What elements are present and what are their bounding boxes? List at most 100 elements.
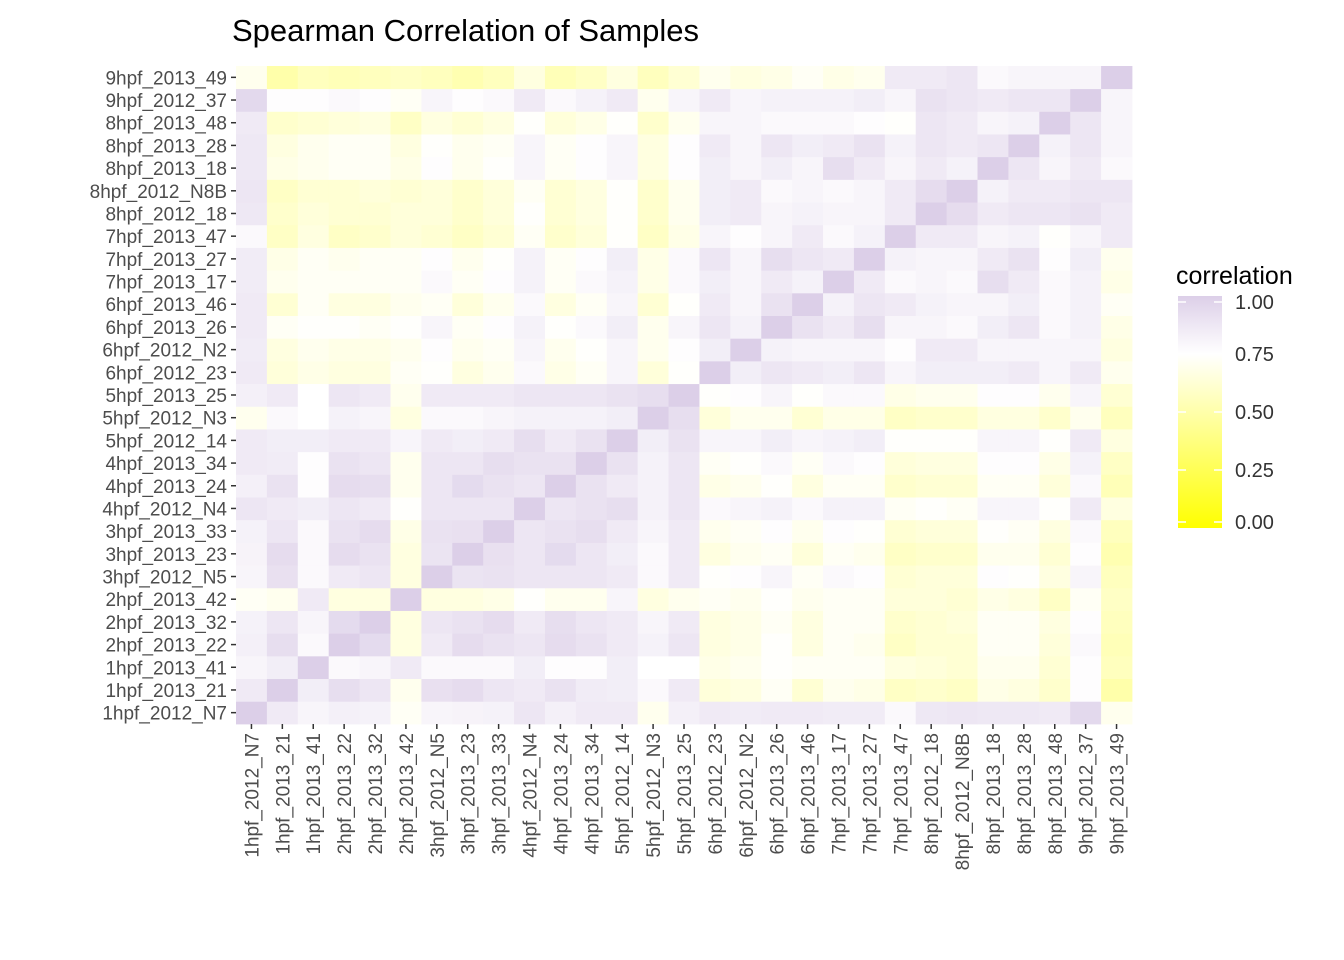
x-tick-label: 5hpf_2012_N3 (644, 733, 665, 858)
heatmap-cell (1008, 156, 1040, 180)
heatmap-cell (483, 247, 515, 271)
heatmap-cell (761, 701, 793, 725)
heatmap-cell (1008, 66, 1040, 90)
x-tick-label: 7hpf_2013_17 (829, 733, 850, 855)
heatmap-cell (421, 497, 453, 521)
heatmap-cell (915, 338, 948, 362)
heatmap-cell (1070, 88, 1102, 112)
heatmap-cell (452, 519, 484, 543)
heatmap-cell (328, 247, 360, 271)
x-tick-label: 9hpf_2013_49 (1108, 733, 1129, 855)
heatmap-cell (421, 678, 453, 702)
heatmap-cell (1101, 66, 1133, 90)
heatmap-cell (483, 202, 515, 226)
heatmap-cell (514, 565, 546, 589)
heatmap-cell (699, 292, 731, 316)
heatmap-cell (730, 360, 762, 385)
heatmap-cell (452, 202, 484, 226)
heatmap-cell (544, 66, 577, 90)
x-tick-label: 3hpf_2012_N5 (428, 733, 449, 858)
heatmap-cell (544, 655, 577, 680)
heatmap-cell (637, 610, 669, 634)
heatmap-cell (575, 202, 608, 226)
heatmap-cell (1008, 202, 1040, 226)
heatmap-cell (637, 406, 669, 430)
heatmap-cell (730, 202, 762, 226)
heatmap-cell (297, 270, 330, 294)
heatmap-cell (452, 247, 484, 271)
x-tick-label: 4hpf_2013_24 (551, 733, 572, 855)
heatmap-cell (606, 66, 639, 90)
heatmap-cell (668, 179, 700, 203)
heatmap-cell (421, 111, 453, 135)
heatmap-cell (483, 542, 515, 566)
heatmap-cell (730, 542, 762, 566)
heatmap-cell (792, 224, 824, 248)
heatmap-cell (915, 587, 948, 611)
heatmap-cell (359, 383, 391, 407)
heatmap-cell (236, 678, 268, 702)
heatmap-cell (853, 179, 886, 203)
heatmap-cell (328, 655, 360, 680)
heatmap-cell (853, 497, 886, 521)
heatmap-cell (390, 451, 422, 475)
y-tick-label: 3hpf_2013_33 (105, 522, 227, 543)
x-tick-label: 6hpf_2012_N2 (737, 733, 758, 858)
heatmap-cell (730, 519, 762, 543)
heatmap-cell (328, 88, 360, 112)
heatmap-cell (328, 429, 360, 453)
heatmap-cell (668, 610, 700, 634)
heatmap-cell (606, 701, 639, 725)
x-tick-label: 2hpf_2013_22 (335, 733, 356, 855)
heatmap-cell (730, 701, 762, 725)
heatmap-cell (452, 406, 484, 430)
heatmap-cell (606, 383, 639, 407)
heatmap-cell (637, 565, 669, 589)
heatmap-cell (915, 315, 948, 339)
heatmap-cell (668, 519, 700, 543)
heatmap-cell (1101, 338, 1133, 362)
heatmap-cell (544, 701, 577, 725)
heatmap-cell (1070, 497, 1102, 521)
heatmap-cell (483, 270, 515, 294)
x-tick-label: 8hpf_2012_N8B (953, 733, 974, 870)
heatmap-cell (483, 474, 515, 498)
heatmap-cell (915, 247, 948, 271)
heatmap-cell (390, 406, 422, 430)
heatmap-cell (483, 587, 515, 611)
heatmap-cell (575, 88, 608, 112)
heatmap-cell (946, 542, 978, 566)
legend-tick-label: 0.75 (1235, 344, 1274, 366)
y-tick-label: 5hpf_2013_25 (105, 386, 227, 407)
heatmap-cell (884, 338, 917, 362)
heatmap-cell (606, 338, 639, 362)
heatmap-cell (236, 655, 268, 680)
heatmap-cell (946, 383, 978, 407)
x-tick-label: 1hpf_2012_N7 (242, 733, 263, 858)
heatmap-cell (977, 451, 1009, 475)
heatmap-cell (328, 360, 360, 385)
heatmap-cell (236, 474, 268, 498)
heatmap-cell (1008, 247, 1040, 271)
heatmap-cell (421, 134, 453, 158)
heatmap-cell (761, 202, 793, 226)
heatmap-cell (606, 292, 639, 316)
x-tick-label: 2hpf_2013_32 (366, 733, 387, 855)
heatmap-cell (359, 542, 391, 566)
heatmap-cell (946, 292, 978, 316)
heatmap-cell (297, 134, 330, 158)
heatmap-cell (575, 678, 608, 702)
heatmap-cell (483, 156, 515, 180)
heatmap-cell (792, 66, 824, 90)
heatmap-cell (1008, 88, 1040, 112)
heatmap-cell (606, 134, 639, 158)
heatmap-cell (266, 338, 299, 362)
heatmap-cell (761, 587, 793, 611)
heatmap-cell (730, 179, 762, 203)
heatmap-cell (359, 179, 391, 203)
heatmap-cell (977, 542, 1009, 566)
heatmap-cell (668, 678, 700, 702)
heatmap-cell (792, 655, 824, 680)
heatmap-cell (853, 587, 886, 611)
heatmap-cell (792, 519, 824, 543)
